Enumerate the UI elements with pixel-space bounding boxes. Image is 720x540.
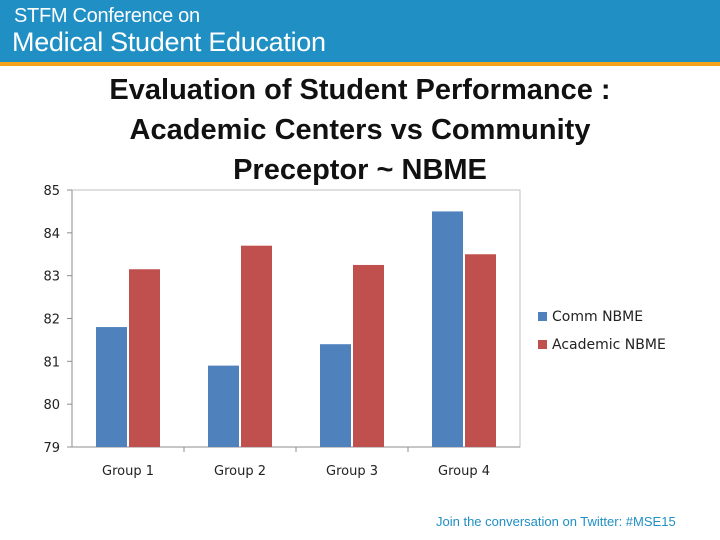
- footer-twitter-text: Join the conversation on Twitter: #MSE15: [436, 514, 676, 529]
- bar-academic-nbme: [241, 245, 272, 447]
- y-tick-label: 84: [43, 227, 60, 242]
- header-conference-title: Medical Student Education: [12, 27, 326, 57]
- header-divider: [0, 62, 720, 66]
- legend-label: Comm NBME: [552, 309, 643, 325]
- header-band: [0, 0, 720, 62]
- bar-academic-nbme: [129, 269, 160, 447]
- bar-comm-nbme: [208, 365, 239, 447]
- x-tick-label: Group 4: [438, 464, 490, 479]
- bar-academic-nbme: [353, 264, 384, 447]
- bar-comm-nbme: [432, 211, 463, 447]
- x-tick-label: Group 2: [214, 464, 266, 479]
- y-tick-label: 79: [43, 441, 60, 456]
- bar-comm-nbme: [320, 344, 351, 447]
- legend-swatch: [538, 312, 547, 321]
- y-tick-label: 85: [43, 184, 60, 199]
- y-tick-label: 80: [43, 398, 60, 413]
- bar-academic-nbme: [465, 254, 496, 447]
- legend-label: Academic NBME: [552, 337, 666, 353]
- x-tick-label: Group 3: [326, 464, 378, 479]
- y-tick-label: 83: [43, 270, 60, 285]
- legend-swatch: [538, 340, 547, 349]
- chart-title: Evaluation of Student Performance : Acad…: [109, 74, 611, 186]
- y-tick-label: 81: [43, 355, 60, 370]
- bar-comm-nbme: [96, 327, 127, 447]
- header-conference-label: STFM Conference on: [14, 5, 200, 27]
- y-tick-label: 82: [43, 313, 60, 328]
- x-tick-label: Group 1: [102, 464, 154, 479]
